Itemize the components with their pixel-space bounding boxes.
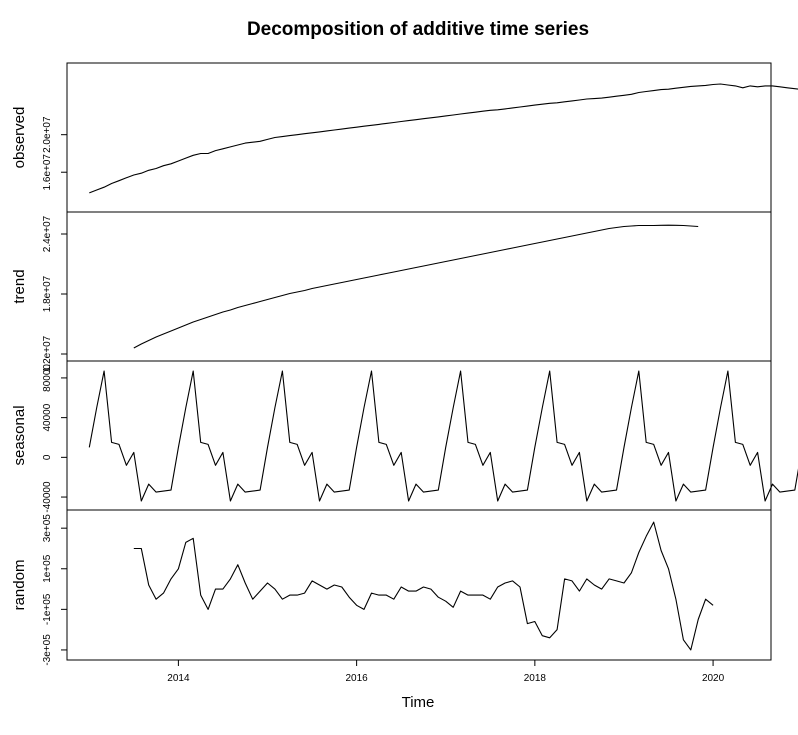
- panel-seasonal: -40000 0 40000 80000 seasonal: [11, 360, 798, 513]
- y-tick-label-seasonal: 0: [42, 454, 53, 460]
- panels-group: 1.6e+072.0e+07 observed 1.2e+07 1.8e+07 2.4e…: [11, 62, 798, 666]
- x-tick-label: 2016: [345, 673, 368, 684]
- y-tick-label-observed: 1.6e+07: [42, 154, 53, 191]
- y-axis-title-observed: observed: [11, 107, 28, 169]
- y-tick-label-trend: 2.4e+07: [42, 215, 53, 252]
- y-tick-label-seasonal: 40000: [42, 403, 53, 431]
- panel-trend: 1.2e+07 1.8e+07 2.4e+07 trend: [11, 211, 772, 372]
- y-tick-label-seasonal: 80000: [42, 364, 53, 392]
- x-axis-title: Time: [402, 694, 435, 711]
- y-tick-label-trend: 1.2e+07: [42, 335, 53, 372]
- y-tick-label-trend: 1.8e+07: [42, 275, 53, 312]
- x-tick-label: 2020: [702, 673, 725, 684]
- y-tick-label-random: 1e+05: [42, 554, 53, 583]
- series-line-trend: [133, 224, 699, 349]
- y-axis-title-seasonal: seasonal: [11, 405, 28, 465]
- y-tick-label-observed: 2.0e+07: [42, 116, 53, 153]
- series-line-seasonal: [88, 370, 798, 502]
- y-tick-label-random: -3e+05: [42, 634, 53, 666]
- y-tick-label-seasonal: -40000: [42, 481, 53, 513]
- panel-random: -3e+05 -1e+05 1e+05 3e+05 random: [11, 509, 772, 666]
- y-axis-title-trend: trend: [11, 269, 28, 303]
- y-tick-label-random: -1e+05: [42, 593, 53, 625]
- y-tick-label-random: 3e+05: [42, 514, 53, 543]
- y-axis-title-random: random: [11, 560, 28, 611]
- panel-frame-trend: [66, 211, 772, 362]
- series-line-random: [133, 521, 714, 651]
- x-tick-label: 2014: [167, 673, 190, 684]
- x-axis: 2014 2016 2018 2020: [167, 660, 725, 684]
- x-tick-label: 2018: [524, 673, 547, 684]
- chart-title: Decomposition of additive time series: [247, 19, 589, 40]
- panel-frame-observed: [66, 62, 772, 213]
- panel-frame-random: [66, 509, 772, 661]
- series-line-observed: [89, 83, 798, 194]
- panel-observed: 1.6e+072.0e+07 observed: [11, 62, 798, 213]
